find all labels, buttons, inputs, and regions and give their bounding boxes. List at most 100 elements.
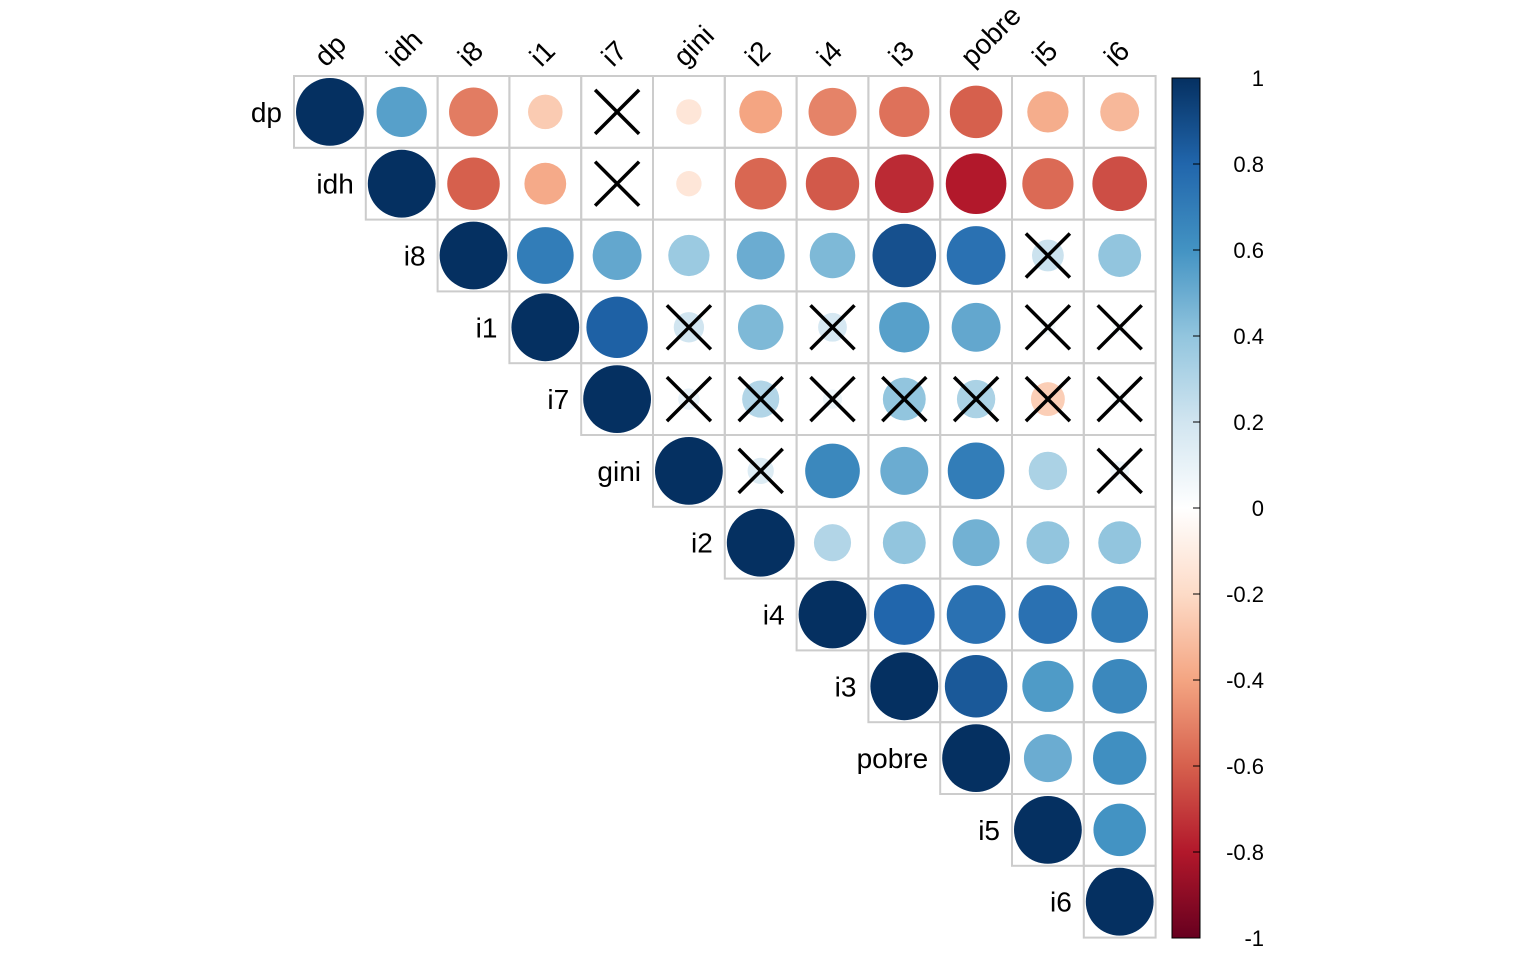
insignificant-cross-gini-i2 [737,447,784,495]
col-label-gini: gini [667,19,720,72]
corr-circle-dp-dp [296,78,364,146]
corr-circle-idh-gini [676,171,702,197]
colorbar-ticks: 1 0.8 0.6 0.4 0.2 0 -0.2 -0.4 -0.6 -0.8 -1 [1193,66,1264,951]
corr-circle-i1-i1 [511,293,580,362]
corr-circle-dp-i1 [528,94,563,130]
corr-circle-dp-pobre [949,85,1003,139]
corr-circle-gini-i5 [1028,451,1068,491]
colorbar-tick-label: -0.8 [1226,840,1264,865]
corr-circle-i8-pobre [946,226,1006,285]
row-label-i6: i6 [1050,887,1072,918]
insignificant-cross-i7-i4 [809,375,856,423]
corr-circle-idh-i6 [1092,156,1148,212]
col-label-i7: i7 [595,35,632,72]
corr-circle-i3-i6 [1092,658,1148,714]
colorbar-tick-label: 0.4 [1233,324,1264,349]
grid-cells [293,75,1157,939]
corr-circle-idh-i4 [805,157,860,211]
corr-circle-dp-i8 [449,87,498,137]
corr-circle-idh-i5 [1022,158,1074,210]
corr-circle-i2-i4 [813,524,852,562]
corr-circle-i1-i7 [586,296,648,358]
corr-circle-i2-pobre [952,519,1000,567]
corr-circle-gini-gini [655,437,723,505]
colorbar-tick-label: 0.8 [1233,152,1264,177]
insignificant-cross-i1-i4 [809,304,856,351]
corr-circle-i1-pobre [951,302,1001,352]
insignificant-cross-gini-i6 [1096,447,1143,495]
corr-circle-i8-i1 [516,227,574,284]
corr-circle-i8-gini [668,234,710,277]
row-label-dp: dp [251,97,282,128]
row-label-pobre: pobre [857,743,929,774]
col-label-dp: dp [308,28,352,72]
corr-circle-i8-i3 [872,223,937,288]
corr-circle-i8-i4 [809,232,856,279]
col-label-i2: i2 [739,35,776,72]
corr-circle-i4-i3 [873,584,935,645]
corr-circle-i3-pobre [944,655,1008,718]
col-label-i6: i6 [1098,35,1135,72]
corr-circle-gini-i3 [880,446,929,495]
col-label-pobre: pobre [954,0,1027,72]
colorbar-tick-label: -0.4 [1226,668,1264,693]
corr-circle-pobre-i5 [1023,734,1072,783]
colorbar-tick-label: -0.6 [1226,754,1264,779]
insignificant-cross-i7-i5 [1024,375,1072,423]
col-label-i1: i1 [524,35,561,72]
corr-circle-idh-i8 [447,157,500,210]
colorbar: 1 0.8 0.6 0.4 0.2 0 -0.2 -0.4 -0.6 -0.8 -1 [1171,66,1264,951]
corr-circle-i4-i5 [1018,585,1078,644]
corr-circle-dp-i6 [1100,92,1140,132]
insignificant-cross-i8-i5 [1024,232,1072,279]
row-label-i3: i3 [835,671,857,702]
corr-circle-i3-i3 [870,652,939,721]
col-label-idh: idh [380,24,428,72]
corr-circle-dp-idh [376,86,427,138]
row-label-idh: idh [316,169,353,200]
corr-circle-idh-i3 [874,154,934,214]
colorbar-tick-label: 0.6 [1233,238,1264,263]
corr-circle-dp-i5 [1027,91,1069,133]
corr-circle-i4-i6 [1091,586,1149,643]
corr-circle-i8-i6 [1098,234,1142,277]
insignificant-cross-i7-pobre [952,375,1000,423]
row-label-i8: i8 [404,241,426,272]
colorbar-tick-label: 0 [1252,496,1264,521]
insignificant-cross-i7-gini [665,375,713,423]
corr-circle-i6-i6 [1085,867,1154,936]
corr-circle-i2-i5 [1026,521,1070,565]
colorbar-tick-label: 1 [1252,66,1264,91]
corr-circle-i8-i2 [736,231,785,280]
corr-circle-idh-pobre [945,153,1007,215]
insignificant-cross-i7-i3 [881,375,928,423]
row-label-i1: i1 [476,312,498,343]
insignificant-cross-i1-i5 [1024,304,1072,351]
corr-circle-idh-i2 [734,157,787,210]
corr-circle-i8-i8 [439,221,508,290]
corr-circle-i8-i7 [592,231,642,280]
corr-circle-i5-i5 [1014,796,1082,864]
insignificant-cross-i1-i6 [1096,304,1143,351]
corr-circle-dp-i3 [879,86,930,138]
cell-i6-i6 [1082,864,1157,939]
corr-circle-dp-gini [676,99,702,125]
colorbar-tick-label: -0.2 [1226,582,1264,607]
corr-circle-dp-i2 [739,90,783,134]
corr-circle-i7-i7 [583,365,651,433]
row-label-i2: i2 [691,528,713,559]
corr-circle-idh-idh [367,149,436,218]
colorbar-tick-label: -1 [1244,926,1264,951]
col-label-i3: i3 [883,35,920,72]
corr-circle-i2-i2 [726,508,795,577]
insignificant-cross-idh-i7 [593,160,641,207]
colorbar-tick-label: 0.2 [1233,410,1264,435]
col-label-i8: i8 [452,35,489,72]
corr-circle-i4-i4 [798,580,867,649]
row-label-i5: i5 [978,815,1000,846]
insignificant-cross-i7-i2 [737,375,784,423]
corr-circle-i3-i5 [1022,660,1074,712]
row-label-i4: i4 [763,600,785,631]
col-label-i5: i5 [1026,35,1063,72]
corr-circle-pobre-pobre [942,724,1010,792]
